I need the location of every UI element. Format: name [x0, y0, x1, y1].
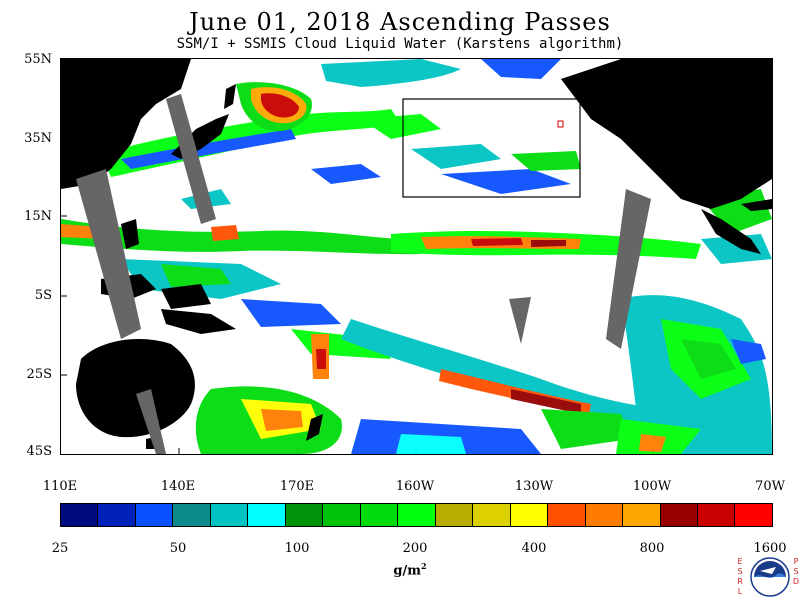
colorbar-cell	[697, 504, 736, 526]
psd-letters: P S D	[792, 557, 800, 587]
colorbar-tick-400: 400	[521, 541, 547, 556]
logo-letter: R	[737, 577, 743, 586]
cloud-field	[61, 59, 772, 454]
lat-label-45s: 45S	[26, 444, 52, 459]
colorbar-units: g/m2	[380, 561, 440, 578]
logo-letter: E	[737, 557, 743, 566]
units-text: g/m	[393, 563, 421, 579]
colorbar-tick-50: 50	[169, 541, 187, 556]
nodata-swaths	[76, 94, 651, 454]
cloud-water-map	[61, 59, 772, 454]
colorbar-tick-100: 100	[284, 541, 310, 556]
colorbar-cell	[61, 504, 99, 526]
colorbar-cell	[623, 504, 661, 526]
lon-label-100w: 100W	[632, 479, 672, 494]
colorbar-cell	[735, 504, 772, 526]
chart-subtitle: SSM/I + SSMIS Cloud Liquid Water (Karste…	[176, 36, 624, 52]
colorbar-cell	[473, 504, 511, 526]
analysis-box	[402, 98, 581, 198]
colorbar-cell	[398, 504, 436, 526]
lat-label-55n: 55N	[24, 52, 52, 67]
colorbar-cell	[173, 504, 211, 526]
colorbar-tick-25: 25	[51, 541, 69, 556]
colorbar-cell	[435, 504, 474, 526]
esrl-letters: E S R L	[736, 557, 744, 597]
colorbar-cell	[585, 504, 624, 526]
colorbar-cell	[548, 504, 586, 526]
colorbar-cell	[285, 504, 324, 526]
colorbar-cell	[510, 504, 549, 526]
lat-label-15n: 15N	[24, 209, 52, 224]
lon-label-140e: 140E	[160, 479, 196, 494]
chart-title: June 01, 2018 Ascending Passes	[189, 8, 611, 36]
logo-letter: S	[737, 567, 743, 576]
map-panel	[60, 58, 773, 455]
noaa-logo: E S R L P S D	[736, 557, 800, 599]
colorbar-cell	[135, 504, 174, 526]
logo-letter: S	[793, 567, 799, 576]
colorbar-cell	[323, 504, 361, 526]
lon-label-160w: 160W	[395, 479, 435, 494]
colorbar-tick-1600: 1600	[753, 541, 787, 556]
lon-label-70w: 70W	[755, 479, 785, 494]
colorbar-cell	[98, 504, 136, 526]
lon-label-110e: 110E	[42, 479, 78, 494]
lat-label-35n: 35N	[24, 131, 52, 146]
units-superscript: 2	[421, 561, 427, 571]
colorbar-tick-800: 800	[639, 541, 665, 556]
colorbar-cell	[248, 504, 286, 526]
colorbar-tick-200: 200	[402, 541, 428, 556]
lat-label-25s: 25S	[26, 367, 52, 382]
logo-letter: L	[737, 587, 743, 596]
lat-label-5s: 5S	[34, 288, 52, 303]
logo-letter: D	[792, 577, 800, 586]
lon-label-170e: 170E	[279, 479, 315, 494]
lon-label-130w: 130W	[514, 479, 554, 494]
colorbar	[60, 503, 773, 527]
logo-letter: P	[793, 557, 799, 566]
colorbar-cell	[360, 504, 399, 526]
marker-square	[557, 120, 564, 128]
colorbar-cell	[210, 504, 249, 526]
colorbar-cell	[660, 504, 698, 526]
land-masses	[61, 59, 772, 449]
noaa-emblem-icon	[750, 557, 790, 597]
